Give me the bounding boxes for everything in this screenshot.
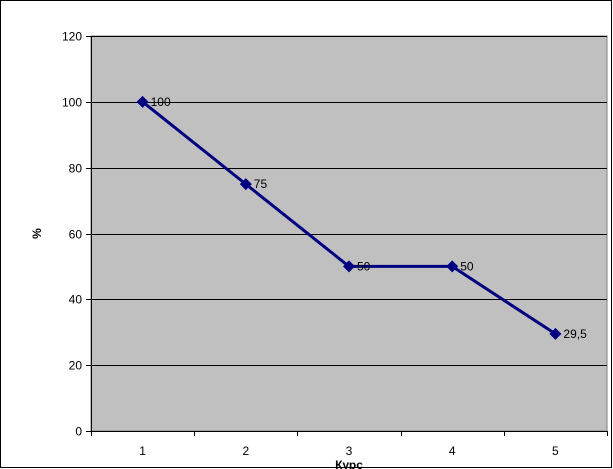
- data-point-0-4: [549, 327, 562, 340]
- x-tick-label-0: 1: [139, 444, 146, 458]
- series-layer: 100 75 50 50 29,5: [136, 95, 587, 341]
- x-tick-label-1: 2: [242, 444, 249, 458]
- data-label-0-4: 29,5: [563, 327, 587, 341]
- data-label-0-1: 75: [254, 177, 268, 191]
- data-label-0-3: 50: [460, 259, 474, 273]
- x-axis-title: Курс: [335, 458, 363, 469]
- y-tick-label-2: 40: [69, 293, 83, 307]
- grid-lines: [91, 36, 607, 366]
- x-tick-label-2: 3: [346, 444, 353, 458]
- data-point-0-2: [343, 260, 355, 273]
- data-label-0-0: 100: [151, 95, 171, 109]
- y-tick-label-0: 0: [75, 425, 82, 439]
- y-tick-label-4: 80: [69, 162, 83, 176]
- x-axis: 1 2 3 4 5: [91, 431, 608, 458]
- x-tick-label-4: 5: [552, 444, 559, 458]
- y-axis-title: %: [30, 228, 44, 239]
- data-label-0-2: 50: [357, 259, 371, 273]
- data-point-0-0: [136, 95, 149, 108]
- y-tick-label-1: 20: [69, 359, 83, 373]
- y-tick-label-5: 100: [62, 96, 82, 110]
- data-point-0-3: [446, 260, 459, 273]
- y-tick-label-6: 120: [62, 30, 82, 44]
- data-point-0-1: [239, 178, 252, 191]
- x-tick-label-3: 4: [449, 444, 456, 458]
- y-axis: 0 20 40 60 80 100 120: [62, 30, 92, 439]
- y-tick-label-3: 60: [69, 228, 83, 242]
